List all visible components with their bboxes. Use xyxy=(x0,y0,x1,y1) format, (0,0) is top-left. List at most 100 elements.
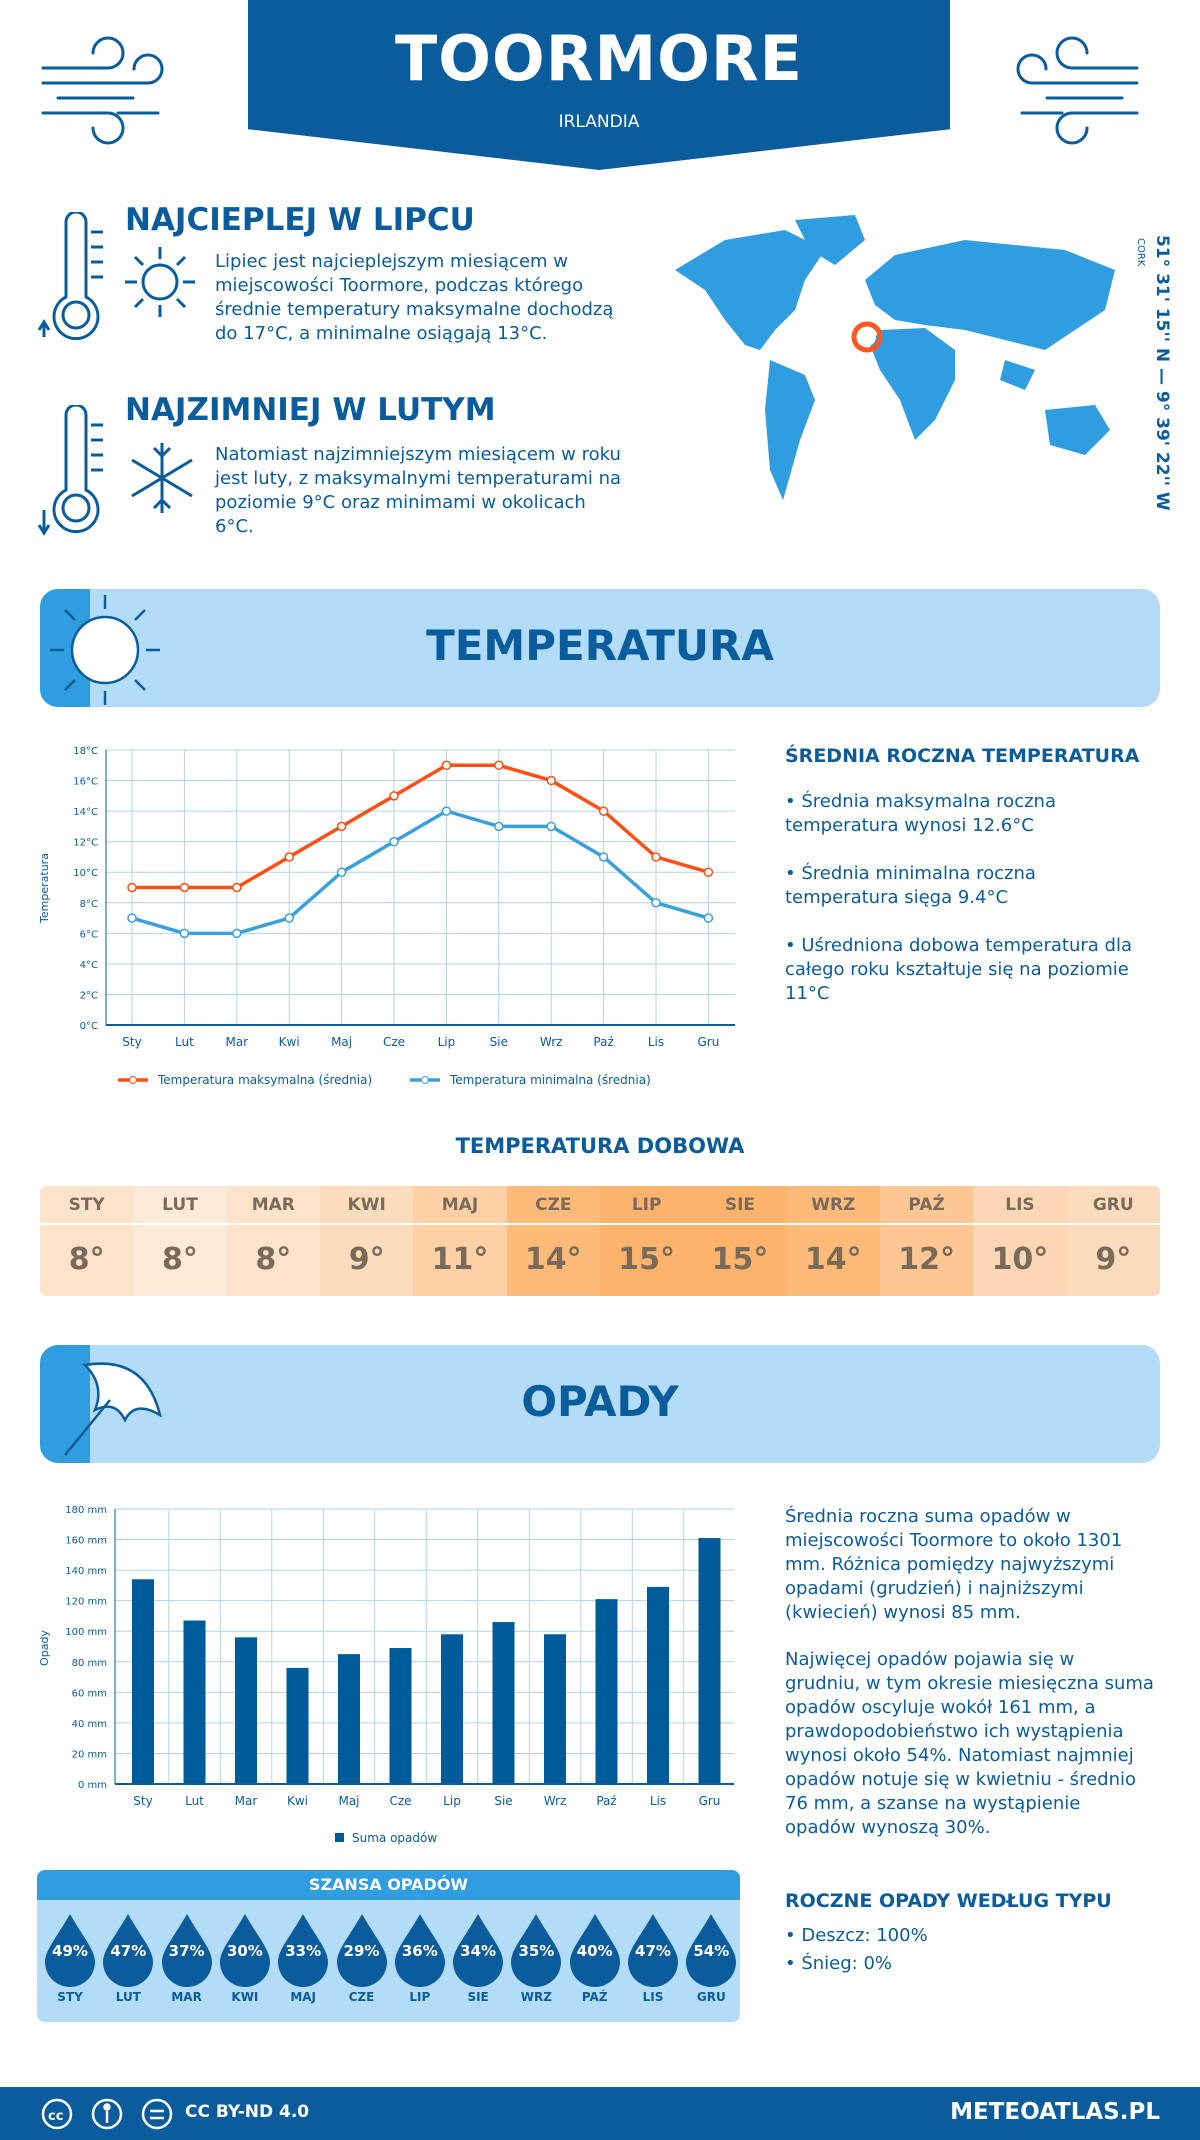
x-tick-label: Cze xyxy=(389,1794,411,1808)
y-tick-label: 40 mm xyxy=(72,1719,107,1730)
raindrop-icon xyxy=(628,1914,678,1987)
precip-heading: OPADY xyxy=(521,1377,679,1426)
bar xyxy=(544,1634,566,1784)
temp-value: 15° xyxy=(711,1242,769,1277)
chance-value: 34% xyxy=(460,1942,497,1960)
temp-bullet: • Uśredniona dobowa temperatura dla całe… xyxy=(785,935,1133,1004)
data-point xyxy=(389,791,399,801)
month-label: KWI xyxy=(319,1186,414,1225)
bar xyxy=(441,1634,463,1784)
y-tick-label: 140 mm xyxy=(65,1566,107,1577)
temp-value: 8° xyxy=(162,1242,198,1277)
raindrop-icon xyxy=(453,1914,504,1987)
x-tick-label: Sty xyxy=(133,1794,152,1808)
chance-value: 47% xyxy=(110,1942,147,1960)
thermometer-cold-icon xyxy=(37,405,103,536)
x-tick-label: Lut xyxy=(185,1794,204,1808)
wind-icon xyxy=(41,36,164,145)
temperature-chart: 0°C 2°C 4°C 6°C 8°C 10°C 12°C 14°C 16°C 18°C Sty Lu… xyxy=(38,746,735,1087)
temp-value: 8° xyxy=(68,1242,105,1277)
temp-bullet: • Średnia maksymalna roczna temperatura … xyxy=(785,791,1056,836)
chance-value: 54% xyxy=(693,1942,730,1960)
data-point xyxy=(441,806,452,816)
precip-chance-drop: 54% GRU xyxy=(684,1912,738,2004)
data-point xyxy=(703,913,714,923)
cc-license-icons[interactable]: cc xyxy=(40,2097,190,2131)
umbrella-rain-icon xyxy=(64,1362,162,1456)
y-tick-label: 2°C xyxy=(80,990,98,1001)
y-tick-label: 120 mm xyxy=(65,1597,107,1608)
raindrop-icon xyxy=(103,1914,154,1987)
bar xyxy=(338,1654,360,1784)
temp-bullet: • Średnia minimalna roczna temperatura s… xyxy=(785,863,1036,908)
data-point xyxy=(127,913,137,923)
y-axis-label: Temperatura xyxy=(38,853,51,924)
x-tick-label: Kwi xyxy=(287,1794,308,1808)
daily-temp-cell: STY 8° xyxy=(40,1186,134,1296)
precip-chance-drop: 34% SIE xyxy=(451,1912,505,2004)
chance-value: 35% xyxy=(518,1942,555,1960)
daily-temp-cell: KWI 9° xyxy=(319,1186,414,1296)
data-point xyxy=(389,836,399,847)
sun-icon xyxy=(50,595,160,705)
daily-temp-cell: CZE 14° xyxy=(506,1186,600,1296)
precip-type-snow: • Śnieg: 0% xyxy=(785,1953,893,1974)
coldest-text: Natomiast najzimniejszym miesiącem w rok… xyxy=(215,444,622,537)
month-label: SIE xyxy=(693,1186,787,1225)
month-label: MAJ xyxy=(413,1186,507,1225)
month-label: SIE xyxy=(467,1990,489,2004)
legend-marker xyxy=(421,1076,429,1084)
series-line xyxy=(132,763,709,890)
x-tick-label: Lis xyxy=(650,1794,666,1808)
y-tick-label: 6°C xyxy=(80,929,98,940)
precip-chance-title: SZANSA OPADÓW xyxy=(37,1870,740,1900)
y-tick-label: 80 mm xyxy=(72,1658,107,1669)
temperature-heading: TEMPERATURA xyxy=(426,621,774,670)
data-point xyxy=(703,867,714,877)
temp-value: 9° xyxy=(348,1242,385,1277)
raindrop-icon xyxy=(161,1914,212,1987)
y-tick-label: 18°C xyxy=(73,746,98,757)
data-point xyxy=(284,852,294,862)
world-map xyxy=(675,215,1115,500)
precip-chance-drop: 35% WRZ xyxy=(509,1912,563,2004)
month-label: PAŹ xyxy=(581,1990,608,2004)
license-label[interactable]: CC BY-ND 4.0 xyxy=(185,2102,310,2122)
x-tick-label: Kwi xyxy=(279,1035,300,1049)
precip-chance-drop: 47% LUT xyxy=(101,1912,155,2004)
data-point xyxy=(651,898,661,908)
precip-chance-drop: 37% MAR xyxy=(160,1912,214,2004)
raindrop-icon xyxy=(569,1914,620,1987)
x-tick-label: Mar xyxy=(225,1035,248,1049)
precip-chance-drop: 30% KWI xyxy=(218,1912,272,2004)
y-tick-label: 4°C xyxy=(80,960,98,971)
month-label: KWI xyxy=(231,1990,259,2004)
daily-temp-cell: LIS 10° xyxy=(973,1186,1067,1296)
daily-temp-cell: SIE 15° xyxy=(693,1186,787,1296)
legend-label: Temperatura minimalna (średnia) xyxy=(449,1073,651,1087)
x-tick-label: Maj xyxy=(331,1035,352,1049)
y-tick-label: 10°C xyxy=(73,868,98,879)
temp-value: 9° xyxy=(1095,1242,1132,1277)
raindrop-icon xyxy=(336,1914,387,1987)
y-tick-label: 8°C xyxy=(80,899,98,910)
bar xyxy=(647,1586,669,1784)
x-tick-label: Sie xyxy=(494,1794,512,1808)
y-tick-label: 0°C xyxy=(80,1021,98,1032)
month-label: LUT xyxy=(115,1990,141,2004)
precip-type-title: ROCZNE OPADY WEDŁUG TYPU xyxy=(785,1890,1112,1912)
month-label: MAR xyxy=(171,1990,202,2004)
site-link[interactable]: METEOATLAS.PL xyxy=(950,2099,1160,2125)
bar xyxy=(698,1538,721,1784)
x-tick-label: Sty xyxy=(122,1035,141,1049)
raindrop-icon xyxy=(45,1914,95,1987)
data-point xyxy=(494,760,504,771)
precip-chance-drop: 33% MAJ xyxy=(276,1912,330,2004)
x-tick-label: Wrz xyxy=(544,1794,567,1808)
month-label: WRZ xyxy=(520,1990,552,2004)
legend-label: Suma opadów xyxy=(352,1831,437,1845)
month-label: STY xyxy=(57,1990,83,2004)
daily-temp-cell: MAJ 11° xyxy=(413,1186,507,1296)
month-label: CZE xyxy=(348,1990,375,2004)
month-label: LIP xyxy=(409,1990,431,2004)
